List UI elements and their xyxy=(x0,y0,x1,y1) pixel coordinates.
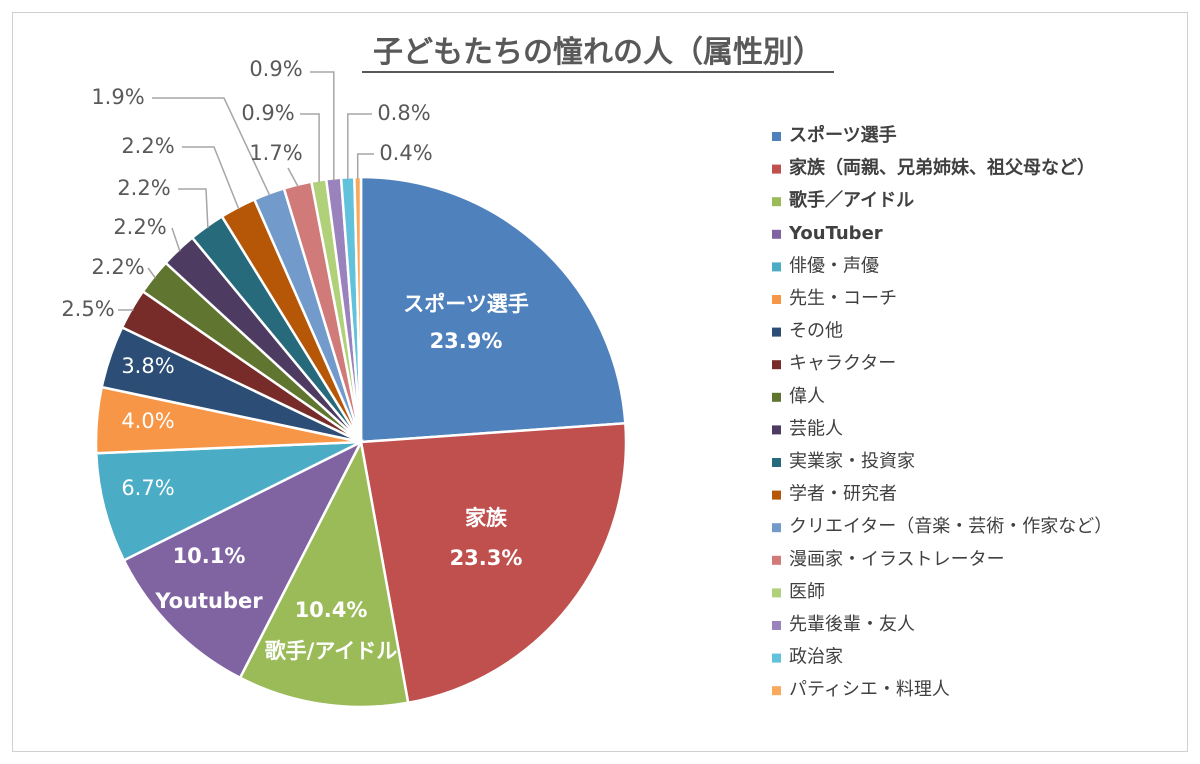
slice-value-label: 3.8% xyxy=(121,354,174,378)
slice-inner-name: 歌手/アイドル xyxy=(265,639,398,663)
legend-entry: パティシエ・料理人 xyxy=(789,679,950,700)
slice-inner-name: Youtuber xyxy=(154,589,263,613)
pie-slice xyxy=(359,175,627,444)
pie-slice xyxy=(94,440,362,563)
leader-line xyxy=(310,71,335,181)
slice-value-label: 4.0% xyxy=(121,409,174,433)
legend-swatch xyxy=(772,490,781,500)
pie-slices xyxy=(94,175,628,709)
leader-line xyxy=(152,97,271,196)
slice-value-label: 1.9% xyxy=(91,85,144,109)
slice-value-label: 6.7% xyxy=(121,476,174,500)
slice-value-label: 2.2% xyxy=(117,176,170,200)
leader-line xyxy=(287,167,299,187)
slice-inner-value: 23.9% xyxy=(430,329,503,353)
legend-entry: 政治家 xyxy=(789,647,843,668)
legend-entry: 先生・コーチ xyxy=(789,288,897,309)
legend-entry: 芸能人 xyxy=(789,418,843,439)
legend-swatch xyxy=(772,132,781,141)
slice-inner-value: 10.1% xyxy=(173,544,246,568)
legend-entry: 先輩後輩・友人 xyxy=(789,614,915,635)
slice-value-label: 1.7% xyxy=(249,141,302,165)
leader-line xyxy=(178,188,209,229)
legend-swatch xyxy=(772,360,781,370)
legend-entry: スポーツ選手 xyxy=(789,124,897,146)
slice-inner-name: スポーツ選手 xyxy=(403,292,529,316)
slice-value-label: 0.4% xyxy=(379,141,432,165)
legend-entry: 歌手／アイドル xyxy=(789,189,914,211)
slice-inner-value: 23.3% xyxy=(450,546,523,570)
legend-swatch xyxy=(772,653,781,663)
legend-entry: クリエイター（音楽・芸術・作家など） xyxy=(789,516,1112,537)
slice-inner-value: 10.4% xyxy=(295,598,368,622)
slice-inner-name: 家族 xyxy=(465,506,508,530)
leader-line xyxy=(147,267,157,279)
legend-entry: 偉人 xyxy=(789,386,825,407)
legend-entry: 家族（両親、兄弟姉妹、祖父母など） xyxy=(789,157,1095,179)
legend-swatch xyxy=(772,392,781,402)
legend-swatch xyxy=(772,555,781,565)
legend-swatch xyxy=(772,458,781,467)
legend-swatch xyxy=(772,262,781,272)
legend-entry: 実業家・投資家 xyxy=(789,451,915,472)
pie-slice xyxy=(122,439,364,680)
leader-lines xyxy=(118,71,374,311)
legend-swatch xyxy=(772,425,781,435)
legend-entry: キャラクター xyxy=(789,353,896,374)
leader-line xyxy=(300,113,320,183)
legend-entry: 学者・研究者 xyxy=(789,484,897,505)
legend-entry: 俳優・声優 xyxy=(789,255,879,276)
legend-entry: 医師 xyxy=(789,581,825,602)
leader-line xyxy=(347,113,372,180)
legend-entry: 漫画家・イラストレーター xyxy=(789,549,1005,570)
legend-swatch xyxy=(772,588,781,598)
legend-swatch xyxy=(772,686,781,696)
pie-slice xyxy=(238,438,410,709)
slice-labels: スポーツ選手 23.9% 家族 23.3% 10.4% 歌手/アイドル 10.1% Youtu… xyxy=(61,57,528,663)
legend-swatch xyxy=(772,229,781,239)
slice-value-label: 0.8% xyxy=(377,101,430,125)
slice-value-label: 0.9% xyxy=(241,101,294,125)
slice-value-label: 2.5% xyxy=(61,297,114,321)
leader-line xyxy=(182,146,240,210)
pie-slice xyxy=(359,421,628,705)
legend-swatch xyxy=(772,523,781,533)
slice-value-label: 2.2% xyxy=(113,215,166,239)
slice-value-label: 2.2% xyxy=(121,134,174,158)
chart-title: 子どもたちの憧れの人（属性別） xyxy=(373,35,823,70)
leader-line xyxy=(171,227,181,252)
legend-entry: YouTuber xyxy=(788,223,883,244)
legend-swatch xyxy=(772,621,781,630)
leader-line xyxy=(356,153,374,179)
legend-entry: その他 xyxy=(789,321,843,342)
slice-value-label: 2.2% xyxy=(91,255,144,279)
legend-swatch xyxy=(772,327,781,337)
legend-swatch xyxy=(772,164,781,174)
slice-value-label: 0.9% xyxy=(249,57,302,81)
legend-swatch xyxy=(772,197,781,207)
legend-swatch xyxy=(772,295,781,304)
